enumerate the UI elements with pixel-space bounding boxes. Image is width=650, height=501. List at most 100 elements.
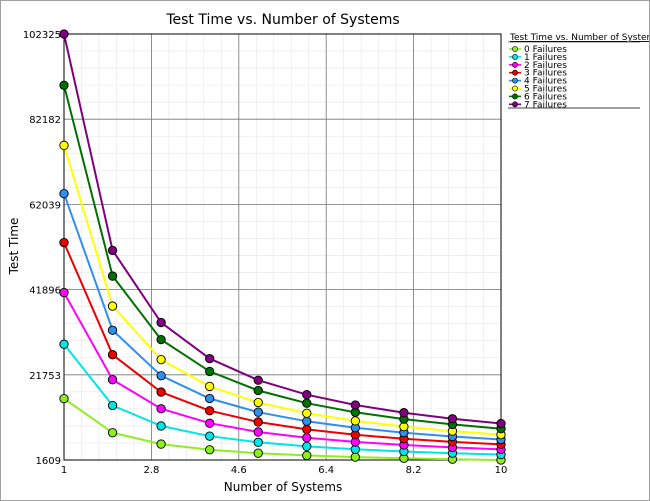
series-line: [63, 397, 502, 461]
y-tick-label: 82182: [29, 115, 61, 126]
x-axis-label: Number of Systems: [224, 480, 342, 494]
legend-item: 4 Failures: [509, 77, 567, 87]
data-point: [107, 428, 118, 438]
data-point: [350, 416, 360, 426]
series-line: [63, 193, 502, 441]
legend-item: 0 Failures: [509, 45, 567, 55]
data-point: [302, 398, 312, 408]
data-point: [447, 414, 458, 424]
x-tick-label: 8.2: [406, 465, 422, 476]
chart-title: Test Time vs. Number of Systems: [165, 12, 399, 28]
data-point: [156, 317, 166, 328]
legend: Test Time vs. Number of Systems 0 Failur…: [508, 33, 649, 110]
data-point: [205, 431, 215, 441]
data-point: [253, 407, 263, 417]
legend-label: 1 Failures: [524, 53, 567, 63]
data-point: [205, 418, 215, 428]
x-tick-label: 10: [495, 465, 508, 476]
legend-label: 4 Failures: [524, 77, 567, 87]
data-point: [253, 427, 263, 437]
legend-title: Test Time vs. Number of Systems: [509, 33, 649, 43]
data-point: [107, 301, 118, 311]
data-point: [253, 448, 263, 458]
data-point: [156, 439, 166, 449]
series-points: [59, 29, 506, 465]
data-point: [156, 404, 166, 414]
data-point: [302, 450, 312, 461]
data-point: [253, 385, 263, 396]
legend-swatch-marker: [512, 93, 518, 100]
data-point: [107, 245, 118, 256]
legend-swatch-marker: [512, 54, 518, 60]
legend-item: 2 Failures: [509, 61, 567, 71]
legend-swatch-marker: [512, 85, 518, 92]
legend-swatch-marker: [512, 77, 518, 84]
data-point: [350, 452, 360, 462]
data-point: [205, 366, 215, 377]
data-point: [59, 237, 69, 248]
data-point: [107, 325, 118, 335]
legend-label: 6 Failures: [524, 92, 567, 102]
data-point: [205, 445, 215, 455]
series-line: [63, 242, 502, 446]
grid-lines: [64, 34, 501, 460]
data-point: [399, 408, 409, 418]
data-point: [302, 416, 312, 426]
data-point: [107, 350, 118, 360]
data-point: [59, 339, 69, 349]
series-line: [63, 292, 502, 451]
x-tick-label: 1: [61, 465, 67, 476]
legend-item: 6 Failures: [509, 92, 567, 102]
data-point: [496, 418, 506, 429]
legend-label: 3 Failures: [524, 69, 567, 79]
series-lines: [63, 33, 502, 461]
data-point: [253, 417, 263, 427]
x-tick-label: 2.8: [143, 465, 159, 476]
data-point: [156, 334, 166, 345]
data-point: [59, 188, 69, 199]
data-point: [205, 353, 215, 364]
data-point: [59, 287, 69, 298]
data-point: [59, 393, 69, 404]
legend-item: 7 Failures: [509, 100, 567, 110]
data-point: [59, 29, 69, 39]
data-point: [253, 397, 263, 408]
data-point: [156, 371, 166, 381]
x-axis-ticks: 1 2.8 4.6 6.4 8.2 10: [61, 465, 508, 476]
y-tick-label: 1609: [36, 456, 61, 467]
legend-item: 5 Failures: [509, 85, 567, 95]
data-point: [350, 400, 360, 410]
data-point: [205, 406, 215, 416]
y-tick-label: 102325: [23, 30, 61, 41]
legend-swatch-marker: [512, 101, 518, 108]
data-point: [205, 381, 215, 392]
data-point: [156, 421, 166, 431]
x-tick-label: 4.6: [231, 465, 247, 476]
data-point: [205, 393, 215, 404]
y-axis-ticks: 1609 21753 41896 62039 82182 102325: [23, 30, 61, 467]
data-point: [302, 433, 312, 443]
legend-label: 7 Failures: [524, 100, 567, 110]
data-point: [107, 271, 118, 281]
legend-item: 3 Failures: [509, 69, 567, 79]
legend-label: 2 Failures: [524, 61, 567, 71]
legend-label: 0 Failures: [524, 45, 567, 55]
data-point: [253, 375, 263, 385]
data-point: [156, 354, 166, 365]
x-tick-label: 6.4: [318, 465, 334, 476]
data-point: [302, 424, 312, 435]
data-point: [302, 408, 312, 418]
legend-swatch-marker: [512, 61, 518, 68]
legend-item: 1 Failures: [509, 53, 567, 63]
data-point: [302, 441, 312, 452]
y-tick-label: 21753: [29, 371, 61, 382]
data-point: [107, 375, 118, 385]
data-point: [107, 400, 118, 411]
series-line: [63, 33, 502, 425]
data-point: [253, 437, 263, 447]
data-point: [59, 140, 69, 150]
data-point: [156, 387, 166, 397]
